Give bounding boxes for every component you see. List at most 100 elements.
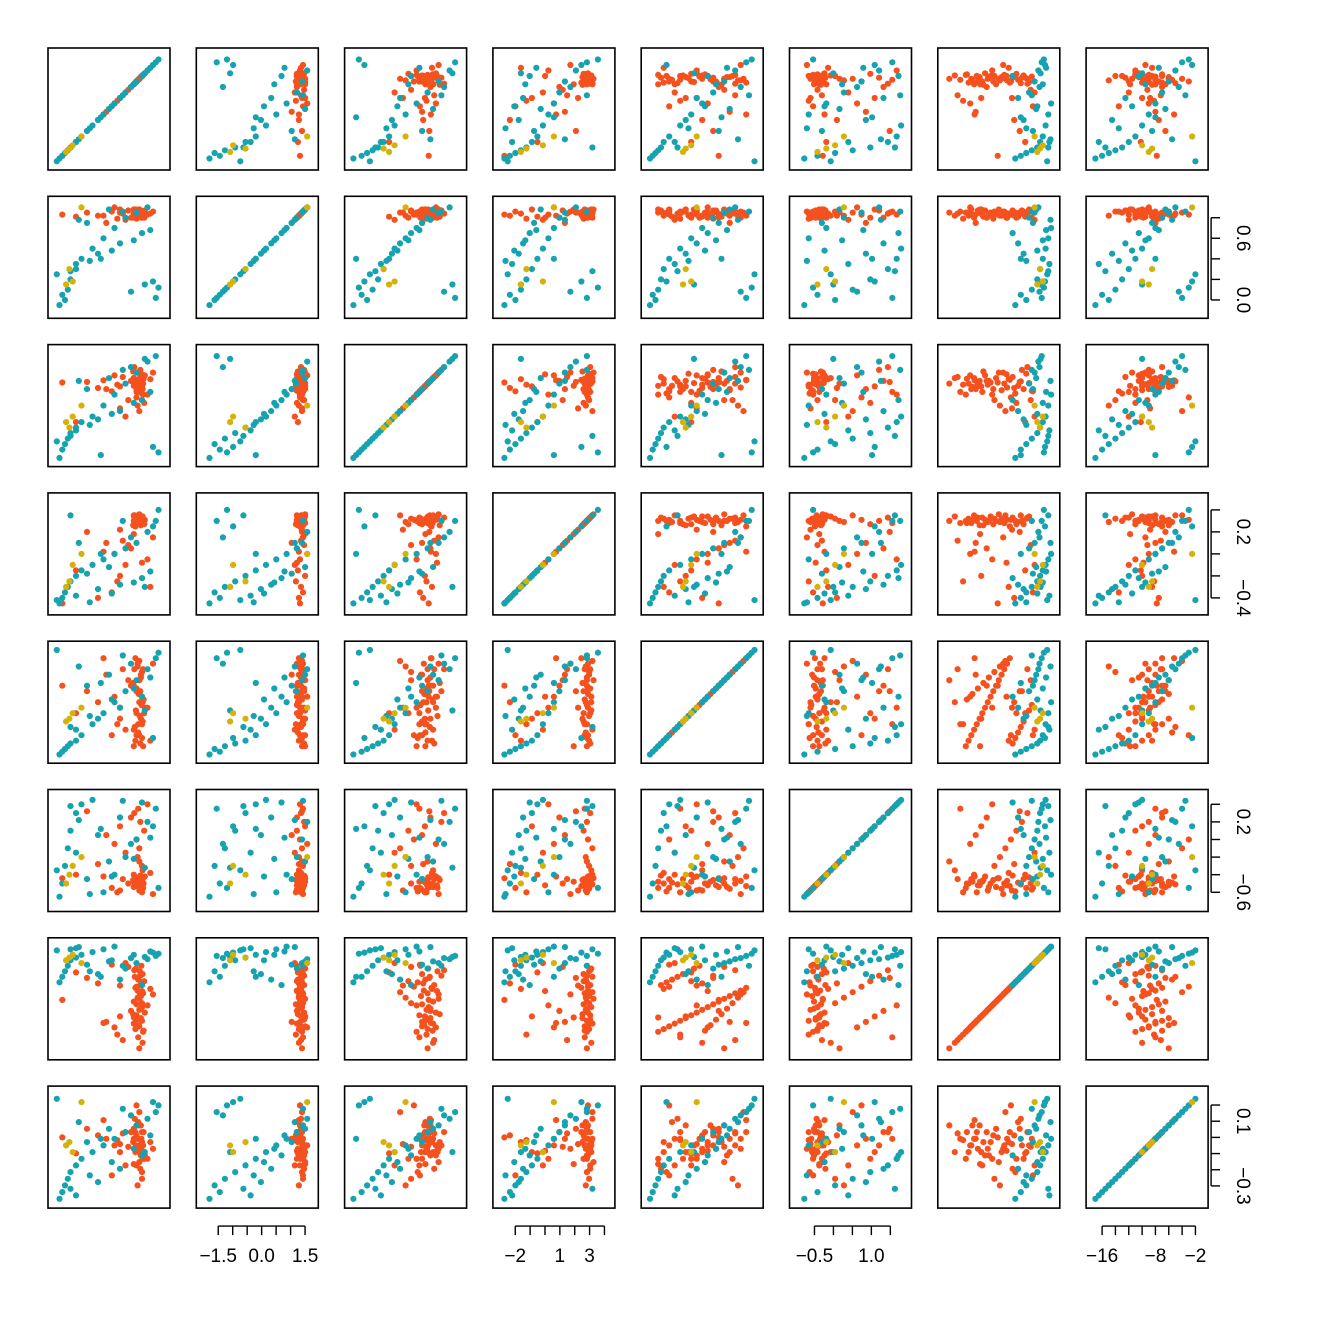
data-point-teal [685, 891, 692, 898]
data-point-teal [1045, 889, 1052, 896]
data-point-teal [1047, 377, 1054, 384]
data-point-orange [1145, 74, 1152, 81]
data-point-teal [520, 814, 527, 821]
data-point-teal [1115, 257, 1122, 264]
data-point-teal [867, 578, 874, 585]
data-point-teal [660, 424, 667, 431]
data-point-teal [871, 278, 878, 285]
data-point-teal [53, 947, 60, 954]
data-point-orange [304, 840, 311, 848]
data-point-orange [147, 210, 154, 217]
data-point-teal [506, 748, 513, 755]
data-point-teal [211, 862, 218, 870]
data-point-orange [59, 211, 66, 218]
data-point-teal [383, 125, 390, 132]
data-point-teal [1122, 408, 1129, 415]
data-point-teal [897, 652, 904, 659]
data-point-gold [1031, 704, 1038, 711]
panel-r4-c7 [946, 506, 1055, 607]
data-point-teal [803, 599, 811, 606]
data-point-orange [971, 377, 978, 384]
data-point-teal [1115, 421, 1122, 428]
data-point-teal [877, 663, 885, 670]
data-point-teal [1034, 103, 1041, 110]
data-point-orange [138, 668, 146, 676]
data-point-teal [281, 568, 288, 575]
data-point-teal [877, 216, 885, 223]
data-point-teal [845, 849, 852, 856]
data-point-orange [660, 880, 667, 887]
data-point-orange [423, 1031, 430, 1038]
data-point-gold [69, 278, 76, 285]
data-point-teal [397, 240, 404, 247]
data-point-teal [1172, 358, 1179, 365]
data-point-orange [1125, 211, 1132, 218]
data-point-orange [1002, 845, 1009, 852]
data-point-orange [810, 388, 817, 395]
data-point-teal [216, 446, 223, 453]
data-point-orange [743, 111, 750, 118]
data-point-gold [1189, 402, 1196, 409]
data-point-orange [668, 879, 676, 886]
data-point-teal [1112, 743, 1119, 750]
data-point-orange [1144, 86, 1151, 93]
data-point-teal [250, 421, 257, 428]
data-point-teal [416, 568, 423, 575]
data-point-gold [402, 204, 409, 211]
data-point-teal [745, 208, 753, 215]
data-point-teal [854, 534, 861, 541]
data-point-gold [242, 715, 249, 722]
data-point-teal [561, 663, 569, 670]
data-point-teal [369, 962, 376, 969]
data-point-teal [840, 214, 848, 221]
data-point-teal [127, 364, 135, 371]
data-point-teal [674, 803, 681, 810]
data-point-teal [141, 281, 148, 288]
data-point-teal [1047, 817, 1054, 824]
data-point-teal [1009, 72, 1016, 80]
data-point-teal [583, 353, 591, 360]
data-point-orange [1171, 548, 1178, 555]
data-point-teal [1095, 260, 1102, 268]
data-point-orange [734, 854, 742, 861]
data-point-orange [136, 408, 143, 415]
data-point-teal [250, 712, 257, 720]
data-point-teal [1169, 817, 1176, 824]
data-point-orange [133, 732, 140, 739]
data-point-teal [230, 823, 237, 830]
data-point-teal [646, 454, 654, 461]
data-point-orange [862, 108, 870, 115]
data-point-teal [1125, 737, 1132, 744]
data-point-teal [578, 523, 585, 530]
data-point-orange [420, 861, 427, 868]
data-point-orange [677, 381, 684, 388]
data-point-teal [149, 523, 157, 530]
data-point-orange [971, 655, 978, 662]
data-point-orange [994, 211, 1001, 218]
data-point-orange [405, 827, 412, 834]
data-point-orange [671, 413, 678, 420]
data-point-gold [1149, 578, 1156, 585]
data-point-teal [377, 945, 384, 952]
data-point-orange [419, 1001, 426, 1008]
data-point-teal [869, 679, 876, 687]
data-point-orange [545, 801, 552, 808]
data-point-teal [72, 266, 80, 273]
data-point-teal [288, 876, 295, 883]
data-point-teal [366, 947, 373, 954]
data-point-orange [293, 371, 300, 378]
data-point-teal [572, 358, 580, 365]
data-point-teal [884, 138, 892, 146]
panel-r2-c3 [350, 204, 459, 309]
panel-r2-c6 [801, 204, 905, 309]
data-point-teal [723, 674, 731, 681]
data-point-orange [139, 699, 146, 706]
data-point-teal [898, 245, 905, 252]
data-point-teal [383, 968, 390, 975]
data-point-orange [946, 209, 953, 216]
data-point-teal [1045, 710, 1052, 717]
data-point-orange [886, 209, 893, 216]
data-point-teal [1040, 449, 1047, 456]
data-point-teal [116, 581, 124, 588]
data-point-teal [1099, 152, 1106, 159]
